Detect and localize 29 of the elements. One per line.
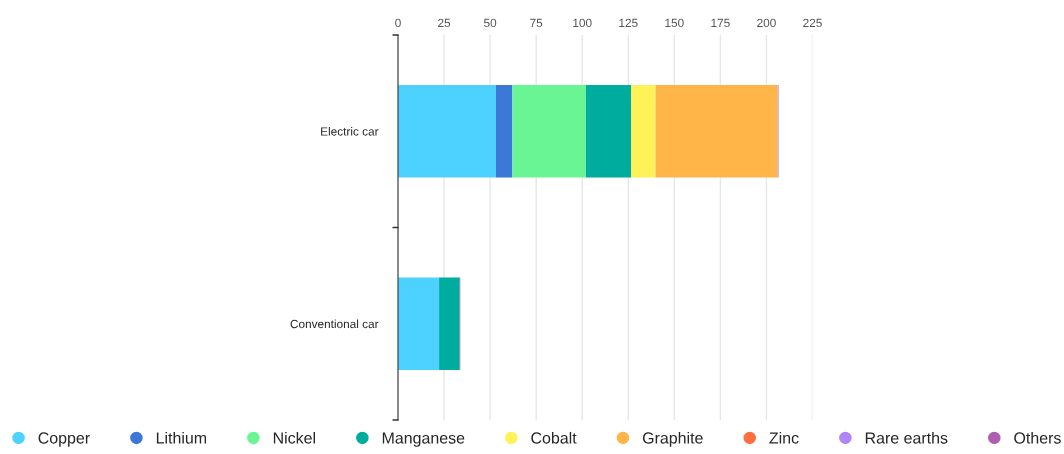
legend-label: Copper [38,432,90,447]
bar [398,277,440,370]
x-tick-label: 175 [711,18,730,28]
bar [398,85,497,178]
x-tick-label: 50 [484,18,497,28]
legend-label: Lithium [156,431,207,444]
y-tick-label: Conventional car [290,319,379,329]
bar [585,85,632,178]
x-tick-label: 0 [395,18,401,28]
legend-label: Nickel [273,431,315,444]
x-tick-label: 200 [757,18,776,28]
legend-label: Rare earths [865,431,948,444]
x-tick-label: 225 [803,18,822,28]
bar [496,85,513,178]
legend-label: Graphite [642,431,703,447]
legend-label: Zinc [769,431,799,444]
legend-label: Cobalt [531,431,577,444]
x-tick-label: 125 [619,18,638,28]
x-tick-label: 100 [573,18,592,28]
bar [512,85,586,178]
bar [631,85,656,178]
x-tick-label: 150 [665,18,684,28]
x-tick-label: 25 [438,18,451,28]
legend-label: Others [1014,431,1061,444]
legend-label: Manganese [382,432,465,447]
bar [439,277,460,370]
bar [655,85,778,178]
x-tick-label: 75 [530,18,543,28]
y-tick-label: Electric car [321,126,379,136]
